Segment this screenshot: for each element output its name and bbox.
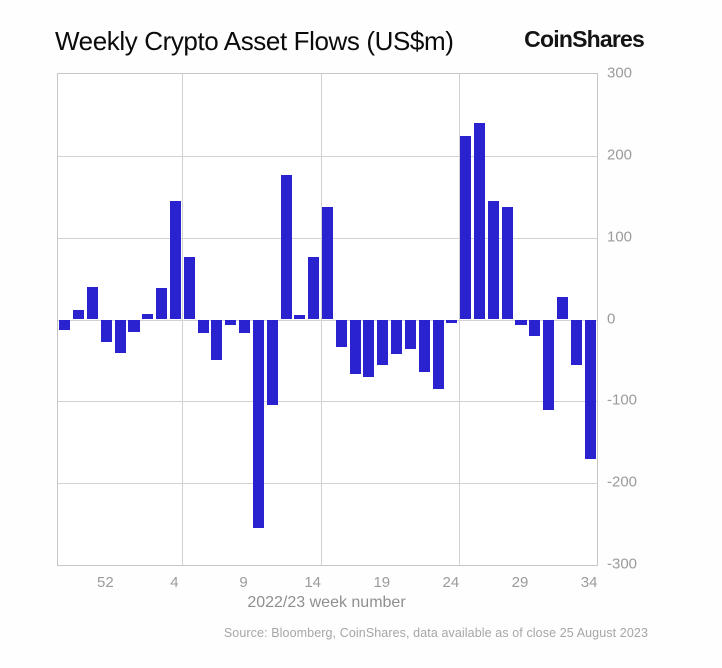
bar-week-25: [460, 136, 472, 320]
bar-week-9: [239, 319, 251, 333]
bar-week-29: [515, 319, 527, 326]
h-gridline-200: [58, 155, 597, 157]
bar-week-19: [377, 319, 389, 366]
bar-week-49: [59, 319, 71, 331]
bar-week-33: [570, 319, 582, 365]
bar-week-13: [294, 314, 306, 320]
y-tick-label--300: -300: [607, 555, 638, 573]
bar-week-26: [473, 123, 486, 320]
bar-week-21: [404, 319, 416, 349]
x-tick-label-week-34: 34: [580, 574, 598, 591]
y-tick-label--200: -200: [607, 473, 638, 491]
coinshares-logo: CoinShares: [524, 26, 645, 52]
bar-week-50: [73, 309, 85, 320]
bar-week-51: [87, 286, 99, 320]
bar-week-4: [169, 200, 181, 320]
v-gridline-week-14: [320, 74, 322, 565]
y-tick-label-300: 300: [607, 64, 633, 82]
bar-week-27: [487, 200, 499, 320]
bar-week-17: [349, 319, 361, 374]
bar-week-7: [211, 319, 223, 360]
x-tick-label-week-52: 52: [97, 574, 114, 591]
bar-week-3: [156, 288, 168, 320]
x-tick-label-week-14: 14: [304, 574, 322, 591]
bar-week-22: [418, 319, 430, 372]
x-axis-title: 2022/23 week number: [247, 594, 406, 611]
bar-week-6: [197, 319, 209, 333]
x-tick-label-week-24: 24: [442, 574, 460, 591]
bar-week-2: [142, 313, 154, 320]
v-gridline-week-4: [182, 74, 184, 565]
y-tick-label-100: 100: [607, 228, 633, 246]
bar-week-24: [446, 319, 458, 323]
bar-week-14: [308, 257, 320, 320]
bar-week-34: [584, 319, 596, 459]
bar-week-8: [225, 319, 237, 326]
bar-week-15: [321, 206, 334, 320]
bar-week-1: [128, 319, 140, 332]
bar-week-53: [114, 319, 126, 354]
plot-area: [57, 73, 598, 566]
y-tick-label-0: 0: [607, 310, 616, 327]
x-tick-label-week-9: 9: [239, 574, 248, 591]
chart-title: Weekly Crypto Asset Flows (US$m): [55, 26, 454, 56]
bar-week-12: [280, 174, 292, 320]
bar-week-5: [183, 257, 195, 320]
y-tick-label--100: -100: [607, 391, 638, 409]
bar-week-30: [529, 319, 541, 336]
h-gridline--100: [58, 401, 597, 403]
bar-week-10: [252, 319, 264, 529]
v-gridline-week-24: [458, 74, 460, 565]
bar-week-18: [363, 319, 375, 377]
bar-week-11: [266, 319, 278, 405]
bar-week-32: [556, 296, 568, 320]
x-tick-label-week-29: 29: [511, 574, 529, 591]
x-tick-label-week-19: 19: [373, 574, 391, 591]
bar-week-31: [543, 319, 555, 410]
h-gridline--200: [58, 483, 597, 485]
bar-week-28: [501, 207, 513, 320]
bar-week-23: [432, 319, 444, 390]
x-tick-label-week-4: 4: [170, 574, 179, 591]
source-note: Source: Bloomberg, CoinShares, data avai…: [223, 626, 648, 640]
bar-week-52: [100, 319, 112, 343]
bar-week-16: [335, 319, 347, 347]
h-gridline-0: [58, 319, 597, 321]
y-tick-label-200: 200: [607, 146, 633, 164]
bar-week-20: [391, 319, 403, 354]
